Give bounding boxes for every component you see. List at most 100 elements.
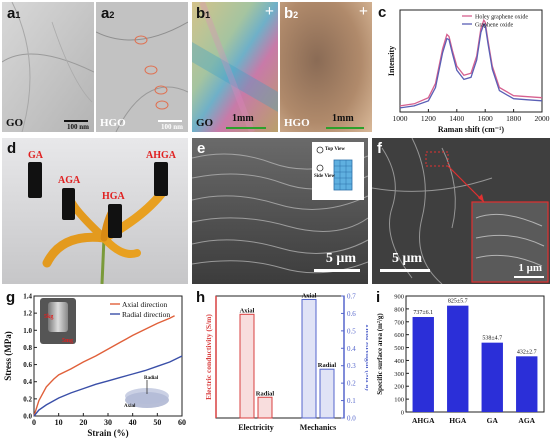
sample-label: GO — [196, 117, 214, 129]
inset-side-view-label: Side View — [314, 174, 335, 179]
panel-d-photo: d GA AGA HGA AHGA — [2, 138, 188, 284]
panel-a1-tem-go: a1 GO 100 nm — [2, 2, 94, 132]
x-tick-label: 0 — [32, 418, 36, 427]
polarized-texture — [280, 2, 372, 132]
y-tick-label: 1.4 — [23, 293, 32, 301]
y-tick-label: 800 — [394, 306, 404, 313]
x-category-label: Mechanics — [300, 423, 336, 432]
scale-bar — [158, 120, 182, 122]
crosshair-icon: + — [358, 3, 368, 20]
scale-label: 100 nm — [161, 123, 183, 131]
x-category-label: HGA — [449, 416, 467, 425]
weight-photo — [40, 298, 76, 344]
scale-label: 5 μm — [325, 251, 356, 266]
y-tick-label: 1.2 — [23, 310, 32, 318]
y-axis-label: Intensity — [387, 46, 396, 76]
bar-radial — [257, 396, 273, 419]
panel-label: a1 — [7, 5, 21, 22]
sem-texture — [192, 138, 368, 284]
y-tick-label: 300 — [394, 371, 404, 378]
panel-i-surface-area-chart: i 0 100 200 300 400 500 600 700 800 900 Specific s… — [372, 288, 550, 440]
scale-bar — [314, 269, 360, 272]
x-tick-label: 1400 — [449, 114, 464, 123]
sample-label-aga: AGA — [58, 175, 81, 186]
sem-texture — [372, 138, 550, 284]
tem-texture — [2, 2, 94, 132]
raman-chart-svg: 1000 1200 1400 1600 1800 2000 Raman shift (cm⁻… — [387, 9, 550, 134]
bar-label: Radial — [256, 390, 275, 397]
panel-label: b2 — [284, 5, 299, 22]
y-tick-label-right: 0.4 — [347, 345, 356, 353]
tem-texture — [96, 2, 188, 132]
series-line-go — [399, 23, 543, 109]
sample-label: GO — [6, 117, 24, 129]
polarized-texture — [192, 2, 278, 132]
photo-flower — [2, 138, 188, 284]
bar-radial — [319, 368, 335, 419]
data-label: 538±4.7 — [482, 336, 502, 342]
y-tick-label-right: 0.2 — [347, 380, 356, 388]
y-axis-label-left: Electric conductivity (S/m) — [204, 314, 213, 400]
y-tick-label: 0.6 — [23, 361, 32, 369]
y-tick-label: 400 — [394, 358, 404, 365]
x-tick-label: 50 — [153, 418, 161, 427]
sample-label-hga: HGA — [102, 191, 125, 202]
y-axis-label-right: Yield strength (MPa) — [364, 323, 368, 391]
panel-b2-polarized-hgo: b2 + HGO 1mm — [280, 2, 372, 132]
weight-label: 5kg — [44, 314, 54, 320]
bar-ahga — [412, 317, 434, 412]
sample-label-ahga: AHGA — [146, 150, 176, 161]
series-line-holey-go — [399, 18, 543, 107]
surface-area-svg: 0 100 200 300 400 500 600 700 800 900 Specific sur… — [376, 294, 545, 425]
y-tick-label-right: 0.7 — [347, 293, 356, 301]
conductivity-strength-svg: 0.0 0.1 0.2 0.3 0.4 0.5 0.6 0.7 Electric conduct… — [204, 292, 368, 432]
y-tick-label: 700 — [394, 319, 404, 326]
y-tick-label: 900 — [394, 294, 404, 301]
sample-weight-label: 5mg — [62, 338, 73, 344]
y-tick-label-right: 0.5 — [347, 327, 356, 335]
x-tick-label: 1600 — [478, 114, 493, 123]
bar-axial — [301, 298, 317, 419]
scale-label: 5 μm — [392, 251, 423, 266]
y-tick-label: 0.0 — [23, 413, 32, 421]
x-tick-label: 40 — [129, 418, 137, 427]
legend-label: Radial direction — [122, 310, 170, 319]
x-tick-label: 10 — [55, 418, 63, 427]
x-tick-label: 1800 — [506, 114, 521, 123]
y-tick-label: 100 — [394, 397, 404, 404]
x-tick-label: 1000 — [393, 114, 408, 123]
plot-frame — [405, 295, 545, 413]
sample-label: HGO — [284, 117, 310, 129]
bar-label: Axial — [302, 292, 317, 299]
panel-label: a2 — [101, 5, 115, 22]
panel-a2-tem-hgo: a2 HGO 100 nm — [96, 2, 188, 132]
panel-label: f — [377, 140, 382, 157]
y-tick-label: 600 — [394, 332, 404, 339]
inset-scale-bar — [514, 276, 544, 278]
sample-label-ga: GA — [28, 150, 43, 161]
data-label: 825±5.7 — [448, 299, 468, 305]
x-tick-label: 30 — [104, 418, 112, 427]
panel-label: c — [378, 4, 387, 21]
bar-hga — [447, 305, 469, 412]
legend-label: Axial direction — [122, 300, 167, 309]
bar-aga — [516, 356, 538, 412]
y-axis-label: Stress (MPa) — [3, 331, 13, 381]
x-tick-label: 60 — [178, 418, 186, 427]
y-tick-label: 500 — [394, 345, 404, 352]
y-tick-label: 1.0 — [23, 327, 32, 335]
y-tick-label-right: 0.1 — [347, 397, 356, 405]
sample-label: HGO — [100, 117, 126, 129]
scale-label: 1mm — [232, 113, 254, 124]
panel-g-stress-strain-chart: g 0 10 20 30 40 50 60 0.0 0.2 0.4 0.6 0.8 1.0 1.2 1.4 S… — [2, 288, 188, 440]
crosshair-icon: + — [264, 3, 274, 20]
scale-bar — [380, 269, 430, 272]
stress-strain-svg: 0 10 20 30 40 50 60 0.0 0.2 0.4 0.6 0.8 1.0 1.2 1.4 Str… — [3, 293, 186, 439]
panel-f-sem: f 5 μm 1 μm — [372, 138, 550, 284]
panel-label: e — [197, 140, 206, 157]
y-tick-label-right: 0.3 — [347, 362, 356, 370]
y-axis-label: Specific surface area (m²/g) — [376, 313, 384, 395]
panel-e-sem: e Top View Side View 5 μm — [192, 138, 368, 284]
inset-axial-label: Axial — [124, 404, 136, 409]
x-axis-label: Strain (%) — [87, 428, 128, 438]
